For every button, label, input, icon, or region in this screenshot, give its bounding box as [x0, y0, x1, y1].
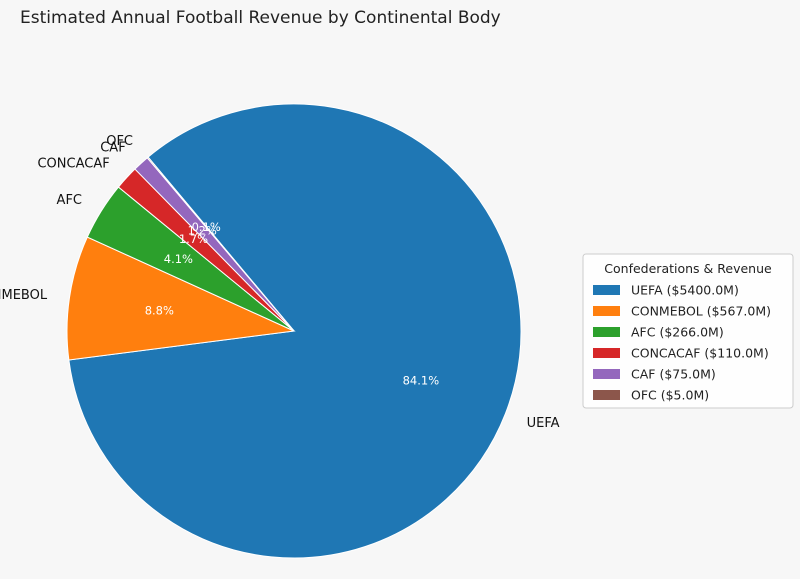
pct-label-conmebol: 8.8%	[145, 304, 174, 318]
legend-label-conmebol: CONMEBOL ($567.0M)	[631, 304, 771, 319]
legend-swatch-afc	[593, 327, 620, 337]
legend-swatch-caf	[593, 369, 620, 379]
legend-label-concacaf: CONCACAF ($110.0M)	[631, 346, 769, 361]
slice-label-afc: AFC	[57, 193, 82, 208]
legend-items: UEFA ($5400.0M) CONMEBOL ($567.0M) AFC ($2…	[593, 283, 771, 403]
pct-label-concacaf: 1.7%	[179, 232, 208, 246]
pie-slices	[66, 103, 522, 559]
percentage-labels: 84.1% 8.8% 4.1% 1.7%1.2%0.1%	[145, 220, 439, 388]
pie-slice-conmebol	[66, 236, 296, 361]
pct-label-afc: 4.1%	[164, 252, 193, 266]
legend: Confederations & Revenue UEFA ($5400.0M)…	[582, 253, 794, 409]
pct-label-uefa: 84.1%	[403, 374, 440, 388]
pct-label-ofc: 0.1%	[192, 220, 221, 234]
legend-label-uefa: UEFA ($5400.0M)	[631, 283, 739, 298]
legend-label-caf: CAF ($75.0M)	[631, 367, 716, 382]
slice-label-ofc: OFC	[106, 134, 133, 149]
legend-swatch-conmebol	[593, 306, 620, 316]
legend-box	[582, 253, 794, 409]
slice-label-caf: CAF	[100, 141, 125, 156]
chart-title: Estimated Annual Football Revenue by Con…	[20, 8, 501, 28]
slice-label-uefa: UEFA	[527, 416, 560, 431]
pct-label-caf: 1.2%	[188, 223, 217, 237]
slice-label-concacaf: CONCACAF	[37, 157, 109, 172]
legend-title: Confederations & Revenue	[604, 261, 772, 276]
slice-label-conmebol: CONMEBOL	[0, 288, 48, 303]
legend-swatch-uefa	[593, 285, 620, 295]
legend-label-ofc: OFC ($5.0M)	[631, 388, 709, 403]
legend-swatch-ofc	[593, 390, 620, 400]
legend-swatch-concacaf	[593, 348, 620, 358]
pie-slice-ofc	[146, 156, 295, 332]
legend-label-afc: AFC ($266.0M)	[631, 325, 724, 340]
